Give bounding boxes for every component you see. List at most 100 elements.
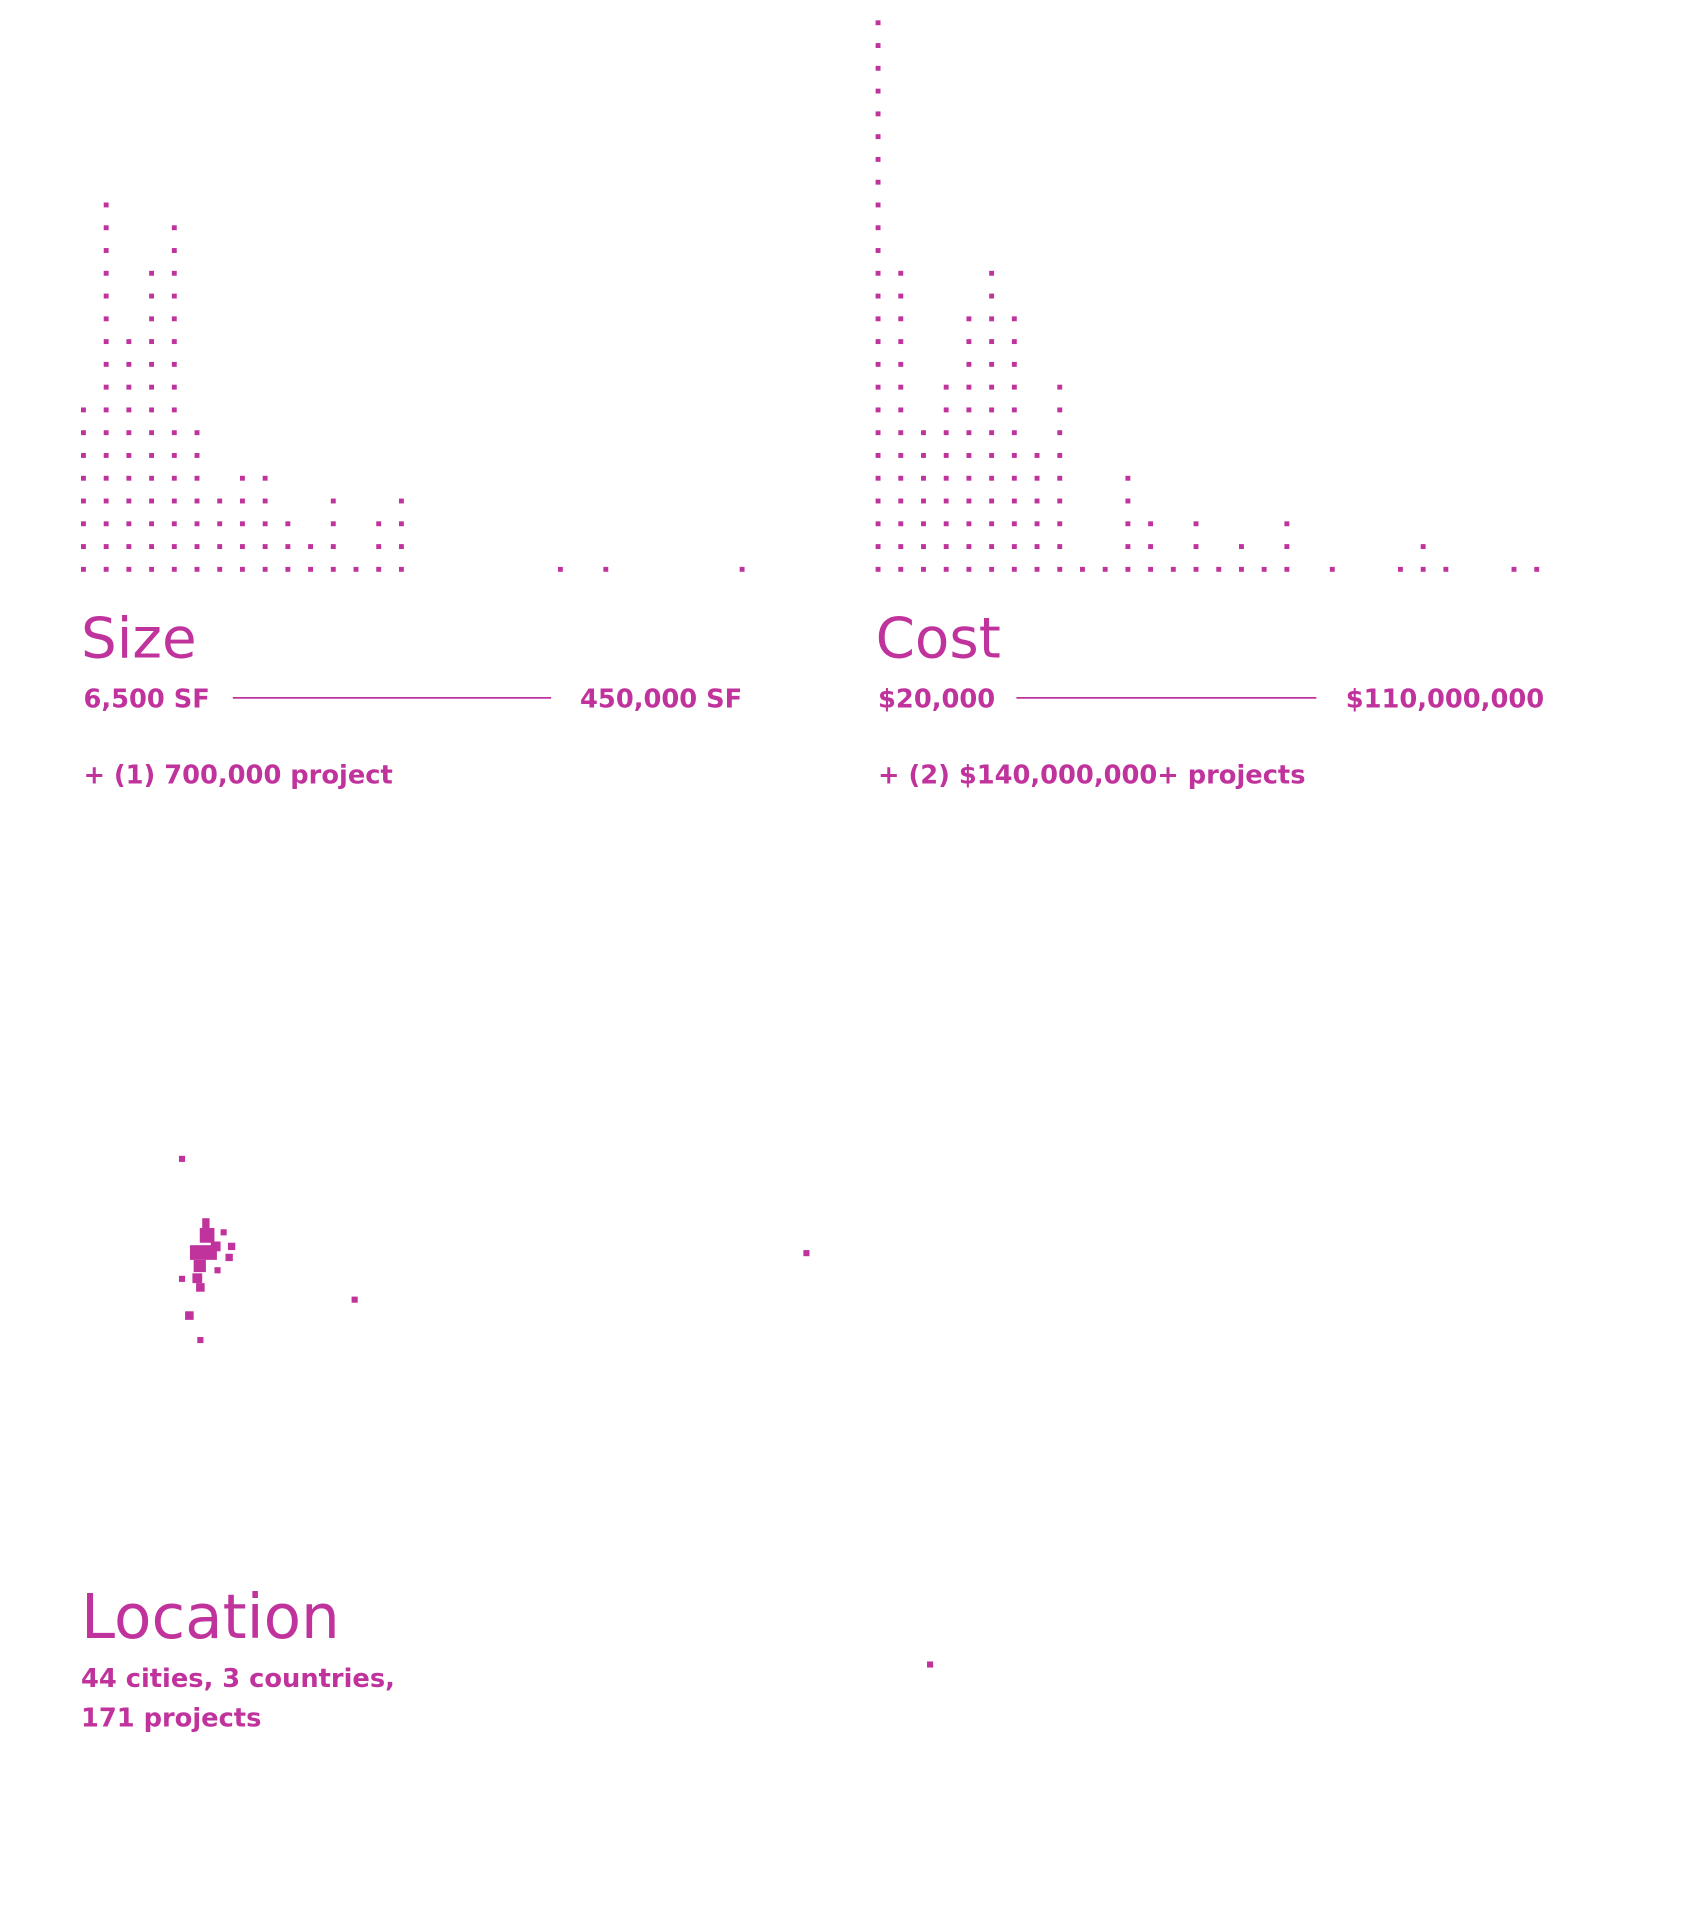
- dot: [239, 521, 245, 527]
- dot: [1443, 566, 1449, 572]
- dot: [171, 566, 177, 572]
- dot: [966, 407, 972, 413]
- dot: [1148, 544, 1154, 550]
- dot: [194, 544, 200, 550]
- dot: [1193, 521, 1199, 527]
- dot: [1420, 544, 1426, 550]
- dot: [1080, 566, 1085, 572]
- dot: [1057, 544, 1063, 550]
- dot: [898, 453, 904, 458]
- dot: [898, 293, 904, 299]
- dot: [875, 521, 881, 527]
- dot: [898, 339, 904, 345]
- dot: [126, 521, 132, 527]
- dot: [1034, 544, 1040, 550]
- dot: [943, 544, 949, 550]
- max-label: $110,000,000: [1346, 685, 1544, 715]
- dot: [875, 248, 881, 253]
- dot: [989, 270, 995, 276]
- dot: [898, 544, 904, 550]
- dot: [149, 544, 155, 550]
- dot: [966, 430, 972, 436]
- dot: [943, 498, 949, 504]
- dot: [103, 498, 109, 504]
- dot: [921, 475, 926, 481]
- dot: [898, 407, 904, 413]
- dot: [1125, 544, 1131, 550]
- dot: [81, 453, 86, 458]
- location-dot: [210, 1241, 221, 1252]
- dot: [330, 521, 336, 527]
- dot-column: [943, 384, 949, 572]
- dot-column: [1261, 566, 1267, 572]
- dot: [943, 407, 949, 413]
- dot: [943, 453, 949, 458]
- dot: [966, 566, 972, 572]
- dot: [966, 544, 972, 550]
- dot: [149, 361, 155, 367]
- chart-title: Cost: [876, 606, 1001, 671]
- dot: [398, 521, 404, 527]
- location-dot: [202, 1218, 210, 1229]
- dot: [171, 544, 177, 550]
- dot-column: [1329, 566, 1335, 572]
- dot: [149, 293, 155, 299]
- dot-column: [989, 270, 995, 572]
- location-dot: [192, 1273, 203, 1284]
- dot: [171, 293, 177, 299]
- dot-column: [1080, 566, 1085, 572]
- dot: [875, 475, 881, 481]
- dot: [898, 498, 904, 504]
- dot: [875, 202, 881, 208]
- dot: [1057, 407, 1063, 413]
- dot: [103, 225, 109, 231]
- dot: [1284, 544, 1290, 550]
- dot: [126, 384, 132, 390]
- dot: [1011, 566, 1017, 572]
- dot: [989, 430, 995, 436]
- dot: [1011, 453, 1017, 458]
- dot: [1034, 521, 1040, 527]
- dot: [171, 521, 177, 527]
- dot-column: [376, 521, 382, 572]
- dot-column: [285, 521, 291, 572]
- dot: [989, 498, 995, 504]
- dot: [1397, 566, 1403, 572]
- location-dot: [178, 1275, 186, 1282]
- dot: [1011, 475, 1017, 481]
- dot: [1125, 521, 1131, 527]
- dot-column: [81, 407, 86, 572]
- dot: [921, 521, 926, 527]
- dot: [875, 430, 881, 436]
- dot: [1193, 544, 1199, 550]
- dot: [308, 566, 314, 572]
- note: + (1) 700,000 project: [83, 761, 392, 791]
- dot-histogram: Cost $20,000 $110,000,000 + (2) $140,000,00…: [875, 20, 1544, 791]
- dot: [875, 20, 881, 26]
- dot: [1102, 566, 1108, 572]
- dot: [1216, 566, 1222, 572]
- dot: [217, 566, 223, 572]
- dot: [966, 361, 972, 367]
- dot: [149, 384, 155, 390]
- dot: [103, 339, 109, 345]
- dot: [898, 316, 904, 322]
- dot: [943, 566, 949, 572]
- dot: [875, 156, 881, 162]
- dot: [103, 521, 109, 527]
- dot: [1011, 430, 1017, 436]
- dot: [171, 384, 177, 390]
- dot: [103, 270, 109, 276]
- location-dot: [227, 1242, 236, 1251]
- dot: [898, 566, 904, 572]
- location-dot: [199, 1228, 215, 1243]
- dot: [126, 475, 132, 481]
- dot: [1011, 407, 1017, 413]
- dot: [875, 88, 881, 94]
- dot: [126, 407, 132, 413]
- dot: [989, 453, 995, 458]
- dot: [875, 566, 881, 572]
- dot: [1011, 361, 1017, 367]
- dot-column: [898, 270, 904, 572]
- dot: [194, 475, 200, 481]
